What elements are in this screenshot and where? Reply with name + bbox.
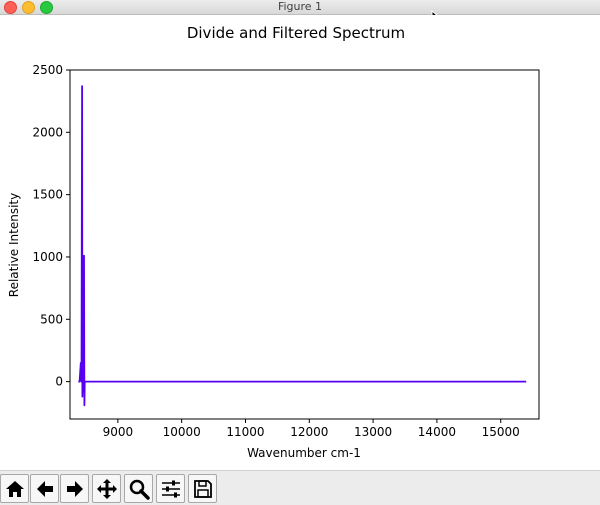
y-tick-label: 1500 (32, 188, 63, 202)
save-button[interactable] (188, 474, 217, 503)
x-tick-label: 15000 (482, 425, 520, 439)
x-axis-label: Wavenumber cm-1 (247, 446, 361, 460)
floppy-icon (193, 479, 212, 498)
y-tick-label: 0 (55, 375, 63, 389)
window-title: Figure 1 (277, 0, 323, 13)
window-titlebar: Figure 1 (0, 0, 600, 15)
y-tick-label: 1000 (32, 250, 63, 264)
x-tick-label: 9000 (103, 425, 134, 439)
navigation-toolbar (0, 470, 600, 505)
forward-button[interactable] (60, 474, 89, 503)
chart-title: Divide and Filtered Spectrum (187, 24, 405, 42)
spectrum-line (78, 85, 527, 407)
arrow-left-icon (36, 480, 53, 497)
y-tick-label: 2000 (32, 125, 63, 139)
x-tick-label: 10000 (163, 425, 201, 439)
home-button[interactable] (0, 474, 29, 503)
y-tick-label: 500 (40, 312, 63, 326)
y-tick-label: 2500 (32, 63, 63, 77)
spectrum-chart: Divide and Filtered Spectrum 9000 10000 11… (7, 24, 540, 460)
back-button[interactable] (30, 474, 59, 503)
arrow-right-icon (66, 480, 83, 497)
x-tick-label: 14000 (418, 425, 456, 439)
minimize-window-button[interactable] (22, 1, 35, 14)
zoom-window-button[interactable] (40, 1, 53, 14)
home-icon (5, 480, 24, 497)
close-window-button[interactable] (4, 1, 17, 14)
figure-canvas[interactable]: Divide and Filtered Spectrum 9000 10000 11… (0, 15, 600, 470)
x-tick-label: 13000 (354, 425, 392, 439)
x-tick-label: 12000 (290, 425, 328, 439)
magnifier-icon (129, 479, 150, 500)
sliders-icon (161, 480, 180, 497)
plot-area: 9000 10000 11000 12000 13000 14000 15000 0 500 10… (32, 63, 540, 439)
y-axis-label: Relative Intensity (7, 193, 21, 297)
x-tick-label: 11000 (226, 425, 264, 439)
zoom-button[interactable] (124, 474, 153, 503)
plot-frame (69, 69, 540, 420)
move-icon (96, 478, 117, 499)
pan-button[interactable] (92, 474, 121, 503)
configure-subplots-button[interactable] (156, 474, 185, 503)
